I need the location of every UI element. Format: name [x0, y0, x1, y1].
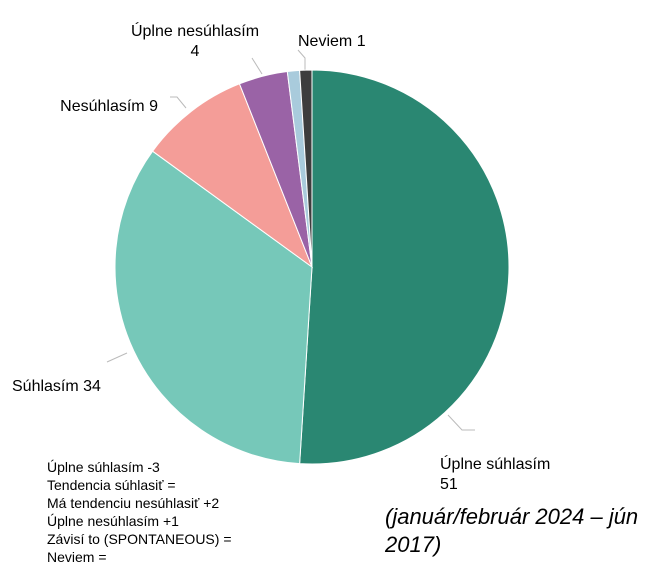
pie-slice	[299, 69, 313, 268]
note-line: Tendencia súhlasiť =	[47, 477, 176, 493]
leader-line	[170, 96, 187, 109]
leader-line	[251, 57, 263, 75]
label-value: 9	[149, 98, 158, 115]
label-category: Úplne súhlasím	[440, 456, 551, 473]
data-label: Úplne súhlasím 51	[440, 455, 600, 495]
label-value: 1	[356, 33, 366, 50]
note-line: Má tendenciu nesúhlasiť +2	[47, 495, 220, 511]
data-label: Neviem 1	[298, 32, 366, 52]
pie-slice	[299, 69, 510, 465]
note-line: Úplne nesúhlasím +1	[47, 513, 179, 529]
leader-lines	[106, 49, 475, 431]
data-label: Súhlasím 34	[12, 377, 101, 397]
subtitle: (január/február 2024 – jún 2017)	[385, 504, 639, 557]
leader-line	[447, 414, 475, 431]
label-category: Nesúhlasím	[60, 98, 145, 115]
data-label: Úplne nesúhlasím 4	[130, 22, 260, 62]
pie-slice	[114, 150, 313, 465]
leader-line	[297, 49, 306, 72]
notes: Úplne súhlasím -3 Tendencia súhlasiť = Má …	[47, 458, 232, 566]
label-category: Súhlasím	[12, 378, 79, 395]
leader-line	[106, 352, 128, 363]
label-category: Úplne nesúhlasím	[130, 23, 260, 40]
note-line: Závisí to (SPONTANEOUS) =	[47, 531, 232, 547]
label-category: Neviem	[298, 33, 353, 50]
label-value: 4	[190, 43, 200, 60]
note-line: Neviem =	[47, 549, 107, 565]
pie-slice	[151, 83, 314, 269]
note-line: Úplne súhlasím -3	[47, 459, 160, 475]
pie	[114, 69, 510, 465]
label-value: 51	[440, 476, 458, 493]
data-label: Nesúhlasím 9	[60, 97, 158, 117]
label-value: 34	[83, 378, 101, 395]
